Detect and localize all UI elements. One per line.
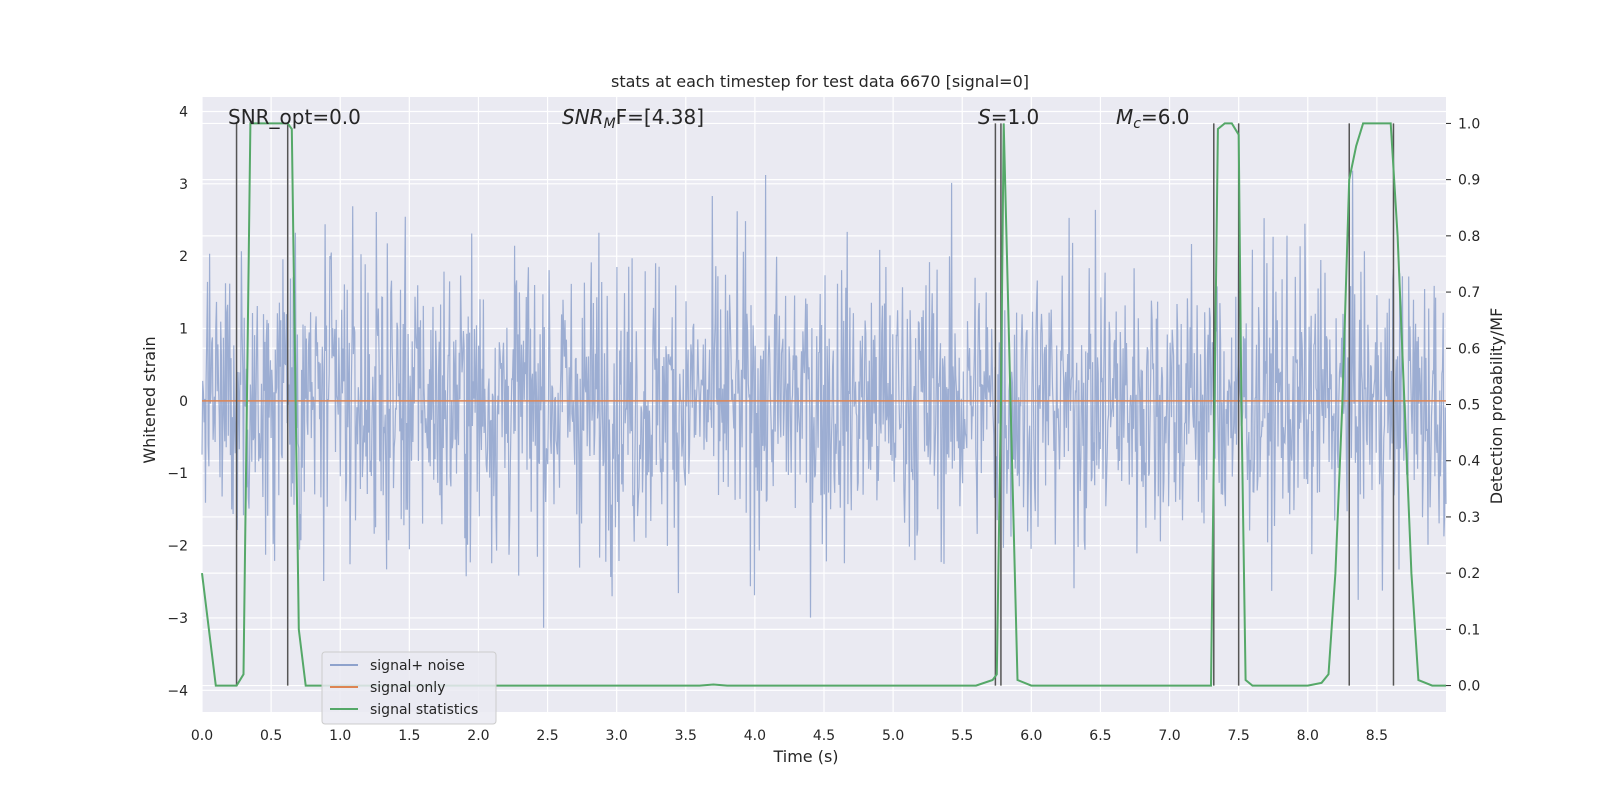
x-tick-label: 8.0 bbox=[1297, 728, 1319, 744]
y-right-tick-label: 0.5 bbox=[1458, 398, 1480, 414]
x-tick-label: 7.5 bbox=[1228, 728, 1250, 744]
x-tick-label: 6.5 bbox=[1089, 728, 1111, 744]
annotation-s: S=1.0 bbox=[978, 105, 1039, 129]
y-right-tick-label: 0.1 bbox=[1458, 622, 1480, 638]
x-tick-label: 0.0 bbox=[191, 728, 213, 744]
mc-main: M bbox=[1116, 105, 1133, 129]
y-axis-left-ticks: −4 −3 −2 −1 0 1 2 3 4 bbox=[167, 104, 188, 699]
y-left-tick-label: 2 bbox=[179, 249, 188, 265]
annotation-mc: Mc=6.0 bbox=[1116, 105, 1190, 132]
snr-mf-main: SNR bbox=[562, 105, 604, 129]
y-axis-right-label: Detection probability/MF bbox=[1487, 308, 1506, 505]
annotation-snr-opt: SNR_opt=0.0 bbox=[228, 105, 361, 129]
x-tick-label: 3.5 bbox=[675, 728, 697, 744]
y-left-tick-label: 3 bbox=[179, 177, 188, 193]
y-left-tick-label: −3 bbox=[167, 611, 188, 627]
annotation-snr-mf: SNRMF=[4.38] bbox=[562, 105, 704, 132]
snr-mf-tail: F=[4.38] bbox=[616, 105, 704, 129]
s-main: S bbox=[978, 105, 991, 129]
y-left-tick-label: −1 bbox=[167, 466, 188, 482]
x-tick-label: 2.5 bbox=[536, 728, 558, 744]
s-tail: =1.0 bbox=[991, 105, 1040, 129]
x-tick-label: 5.0 bbox=[882, 728, 904, 744]
y-right-tick-label: 0.8 bbox=[1458, 229, 1480, 245]
x-tick-label: 7.0 bbox=[1158, 728, 1180, 744]
x-tick-label: 0.5 bbox=[260, 728, 282, 744]
x-tick-label: 5.5 bbox=[951, 728, 973, 744]
y-axis-left-label: Whitened strain bbox=[140, 336, 159, 463]
x-tick-label: 8.5 bbox=[1366, 728, 1388, 744]
y-axis-right-ticks: 0.0 0.1 0.2 0.3 0.4 0.5 0.6 0.7 0.8 0.9 1.0 bbox=[1446, 116, 1480, 695]
y-right-tick-label: 0.3 bbox=[1458, 510, 1480, 526]
mc-tail: =6.0 bbox=[1141, 105, 1190, 129]
y-left-tick-label: 0 bbox=[179, 394, 188, 410]
y-right-tick-label: 1.0 bbox=[1458, 116, 1480, 132]
y-right-tick-label: 0.6 bbox=[1458, 341, 1480, 357]
x-tick-label: 4.0 bbox=[744, 728, 766, 744]
y-right-tick-label: 0.2 bbox=[1458, 566, 1480, 582]
legend-label-signal-noise: signal+ noise bbox=[370, 658, 465, 674]
y-right-tick-label: 0.4 bbox=[1458, 454, 1480, 470]
x-axis-ticks: 0.0 0.5 1.0 1.5 2.0 2.5 3.0 3.5 4.0 4.5 5.0 5.5 6.0 6… bbox=[191, 728, 1388, 744]
y-left-tick-label: −2 bbox=[167, 539, 188, 555]
y-right-tick-label: 0.9 bbox=[1458, 173, 1480, 189]
legend-box bbox=[321, 651, 497, 725]
y-left-tick-label: −4 bbox=[167, 683, 188, 699]
y-left-tick-label: 1 bbox=[179, 322, 188, 338]
x-tick-label: 4.5 bbox=[813, 728, 835, 744]
x-tick-label: 3.0 bbox=[606, 728, 628, 744]
snr-mf-sub: M bbox=[604, 116, 616, 132]
x-tick-label: 2.0 bbox=[467, 728, 489, 744]
legend-label-signal-only: signal only bbox=[370, 680, 445, 696]
x-axis-label: Time (s) bbox=[772, 747, 838, 766]
signal-statistics-line bbox=[201, 122, 1446, 687]
x-tick-label: 1.0 bbox=[329, 728, 351, 744]
y-left-tick-label: 4 bbox=[179, 104, 188, 120]
signal-statistics-series bbox=[201, 122, 1446, 687]
mc-sub: c bbox=[1133, 116, 1141, 132]
x-tick-label: 6.0 bbox=[1020, 728, 1042, 744]
y-right-tick-label: 0.0 bbox=[1458, 679, 1480, 695]
chart-title: stats at each timestep for test data 667… bbox=[611, 72, 1029, 91]
legend: signal+ noise signal only signal statist… bbox=[321, 651, 497, 725]
x-tick-label: 1.5 bbox=[398, 728, 420, 744]
y-right-tick-label: 0.7 bbox=[1458, 285, 1480, 301]
legend-label-signal-statistics: signal statistics bbox=[370, 702, 478, 718]
